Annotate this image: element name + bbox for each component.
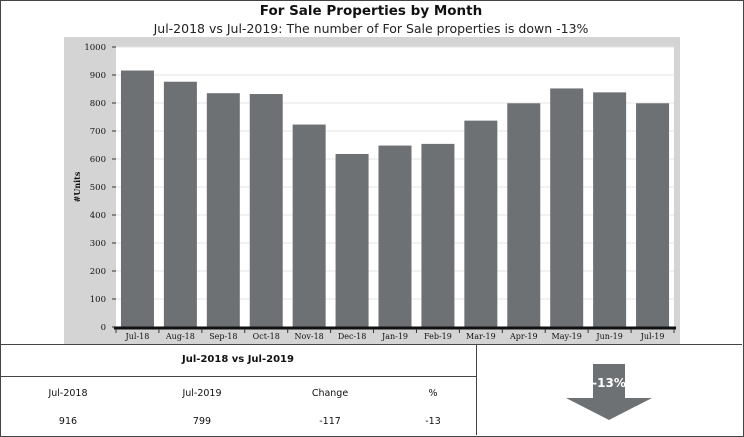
bar xyxy=(421,143,455,327)
y-tick-label: 600 xyxy=(90,155,106,165)
comparison-divider xyxy=(0,376,476,377)
comparison-value-change: -117 xyxy=(319,416,341,427)
bar xyxy=(593,92,627,327)
bar xyxy=(636,103,670,327)
x-tick-label: Jan-19 xyxy=(381,332,408,341)
y-tick-label: 500 xyxy=(90,183,106,193)
x-tick-label: Nov-18 xyxy=(295,332,324,341)
comparison-header-start: Jul-2018 xyxy=(48,388,88,399)
x-tick-label: May-19 xyxy=(552,332,582,341)
x-tick-label: Dec-18 xyxy=(338,332,367,341)
bar xyxy=(292,124,326,327)
bar xyxy=(206,93,240,327)
comparison-value-start: 916 xyxy=(58,416,78,427)
y-axis-title: #Units xyxy=(72,171,82,202)
x-tick-label: Aug-18 xyxy=(165,332,195,341)
y-tick-label: 200 xyxy=(90,267,106,277)
comparison-title: Jul-2018 vs Jul-2019 xyxy=(182,354,294,365)
comparison-value-percent: -13 xyxy=(425,416,441,427)
y-tick-label: 300 xyxy=(90,239,106,249)
x-tick-label: Feb-19 xyxy=(424,332,452,341)
y-tick-label: 0 xyxy=(101,323,106,333)
y-tick-label: 900 xyxy=(90,71,106,81)
x-tick-label: Jul-18 xyxy=(125,332,150,341)
chart-subtitle: Jul-2018 vs Jul-2019: The number of For … xyxy=(153,21,589,36)
comparison-value-end: 799 xyxy=(192,416,212,427)
x-tick-label: Jun-19 xyxy=(595,332,622,341)
chart-panel: 0 100 200 300 400 500 600 700 800 900 1000 #Units Ju… xyxy=(64,37,680,344)
comparison-header-change: Change xyxy=(311,388,349,399)
percent-change-label: -13% xyxy=(592,376,626,390)
x-tick-label: Mar-19 xyxy=(466,332,496,341)
bar xyxy=(550,88,584,327)
bar xyxy=(507,103,541,327)
x-tick-label: Oct-18 xyxy=(253,332,280,341)
y-tick-label: 700 xyxy=(90,127,106,137)
bar-chart: 0 100 200 300 400 500 600 700 800 900 1000 #Units Ju… xyxy=(72,43,676,341)
comparison-header-end: Jul-2019 xyxy=(182,388,222,399)
x-tick-label: Sep-18 xyxy=(209,332,237,341)
y-tick-label: 100 xyxy=(90,295,106,305)
section-divider xyxy=(0,344,742,345)
x-tick-label: Apr-19 xyxy=(509,332,538,341)
section-vertical-divider xyxy=(476,344,477,435)
bar xyxy=(163,81,197,327)
bar xyxy=(249,94,283,327)
bar xyxy=(335,153,369,327)
x-tick-label: Jul-19 xyxy=(640,332,665,341)
bar xyxy=(378,145,412,327)
y-tick-label: 400 xyxy=(90,211,106,221)
bar xyxy=(464,120,498,327)
comparison-header-percent: % xyxy=(428,388,438,399)
chart-title: For Sale Properties by Month xyxy=(259,3,483,19)
y-tick-label: 800 xyxy=(90,99,106,109)
down-arrow-icon xyxy=(566,364,652,420)
bar xyxy=(120,70,154,327)
y-tick-label: 1000 xyxy=(84,43,106,53)
